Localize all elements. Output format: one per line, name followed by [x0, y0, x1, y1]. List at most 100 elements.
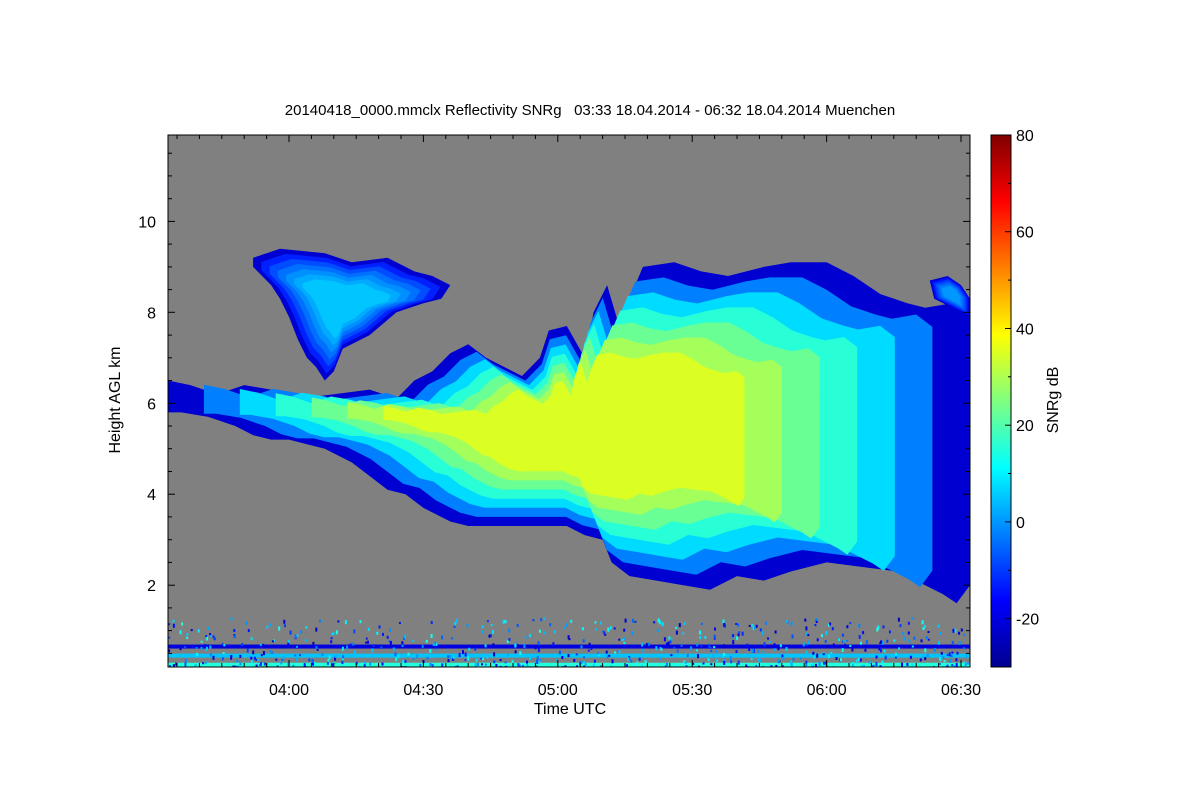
clutter-speckle	[486, 654, 489, 659]
clutter-speckle	[901, 662, 903, 667]
clutter-speckle	[713, 637, 716, 640]
clutter-speckle	[682, 632, 685, 635]
clutter-speckle	[651, 665, 654, 667]
clutter-speckle	[352, 642, 355, 646]
clutter-speckle	[713, 646, 716, 649]
clutter-speckle	[425, 639, 428, 643]
clutter-speckle	[514, 643, 517, 648]
clutter-speckle	[665, 663, 668, 666]
clutter-speckle	[939, 657, 942, 662]
clutter-speckle	[674, 664, 677, 667]
clutter-speckle	[392, 647, 395, 651]
clutter-speckle	[576, 665, 578, 667]
clutter-speckle	[280, 661, 283, 665]
clutter-speckle	[296, 634, 299, 637]
clutter-speckle	[923, 625, 926, 628]
clutter-speckle	[359, 620, 362, 624]
clutter-speckle	[960, 628, 963, 632]
clutter-speckle	[922, 627, 925, 630]
clutter-speckle	[641, 642, 644, 647]
clutter-speckle	[250, 656, 253, 660]
clutter-speckle	[825, 631, 828, 636]
colorbar-axis: -20 0 20 40 60 80	[1005, 128, 1039, 668]
clutter-speckle	[318, 619, 321, 623]
clutter-speckle	[429, 648, 432, 653]
clutter-speckle	[610, 665, 613, 667]
clutter-speckle	[950, 654, 953, 657]
clutter-speckle	[661, 622, 664, 627]
clutter-speckle	[222, 652, 225, 654]
clutter-speckle	[630, 659, 633, 663]
clutter-speckle	[538, 629, 541, 633]
clutter-speckle	[344, 620, 347, 625]
clutter-speckle	[449, 655, 452, 660]
clutter-speckle	[304, 639, 307, 642]
clutter-speckle	[841, 633, 844, 637]
clutter-speckle	[893, 639, 896, 642]
colorbar-tick-label: 60	[1016, 225, 1034, 242]
clutter-speckle	[315, 627, 318, 632]
clutter-speckle	[684, 661, 687, 664]
clutter-speckle	[434, 641, 437, 646]
clutter-speckle	[820, 663, 823, 667]
clutter-speckle	[842, 639, 845, 643]
clutter-speckle	[584, 662, 587, 666]
clutter-speckle	[236, 659, 239, 663]
clutter-speckle	[239, 662, 242, 666]
clutter-speckle	[371, 648, 374, 653]
clutter-speckle	[881, 660, 884, 664]
clutter-speckle	[484, 644, 487, 648]
clutter-speckle	[948, 652, 951, 657]
clutter-speckle	[358, 665, 361, 667]
clutter-speckle	[232, 665, 235, 667]
clutter-speckle	[894, 656, 897, 659]
clutter-speckle	[535, 665, 538, 667]
clutter-speckle	[388, 640, 391, 643]
clutter-speckle	[696, 643, 699, 647]
clutter-speckle	[964, 663, 967, 666]
clutter-speckle	[692, 662, 695, 665]
clutter-speckle	[519, 651, 522, 656]
clutter-speckle	[184, 646, 187, 649]
clutter-speckle	[205, 646, 208, 651]
clutter-speckle	[330, 637, 333, 640]
clutter-speckle	[815, 619, 818, 623]
clutter-speckle	[431, 663, 434, 667]
clutter-speckle	[911, 663, 914, 667]
clutter-speckle	[454, 622, 457, 626]
clutter-speckle	[394, 652, 397, 657]
clutter-speckle	[849, 644, 852, 647]
clutter-speckle	[404, 634, 407, 639]
clutter-speckle	[609, 626, 612, 630]
clutter-speckle	[909, 655, 912, 659]
clutter-speckle	[927, 631, 930, 633]
clutter-speckle	[965, 654, 968, 659]
clutter-speckle	[342, 655, 345, 659]
clutter-speckle	[755, 664, 758, 667]
clutter-speckle	[710, 649, 713, 652]
clutter-speckle	[313, 662, 316, 667]
clutter-speckle	[326, 661, 329, 665]
clutter-speckle	[851, 663, 854, 667]
clutter-speckle	[937, 624, 940, 628]
clutter-speckle	[729, 656, 732, 660]
clutter-speckle	[537, 641, 540, 646]
clutter-speckle	[432, 643, 435, 646]
clutter-speckle	[921, 620, 924, 625]
clutter-speckle	[888, 630, 891, 634]
clutter-speckle	[495, 664, 498, 667]
clutter-speckle	[172, 619, 175, 623]
clutter-speckle	[879, 665, 882, 667]
clutter-speckle	[281, 658, 284, 661]
clutter-speckle	[230, 617, 233, 621]
y-tick-label: 10	[138, 214, 156, 231]
clutter-speckle	[246, 648, 249, 653]
clutter-speckle	[253, 656, 256, 660]
clutter-speckle	[946, 664, 949, 667]
clutter-speckle	[607, 627, 610, 632]
clutter-speckle	[618, 638, 621, 641]
clutter-speckle	[603, 631, 606, 635]
clutter-speckle	[675, 626, 678, 629]
clutter-speckle	[615, 645, 618, 648]
clutter-speckle	[255, 664, 258, 667]
